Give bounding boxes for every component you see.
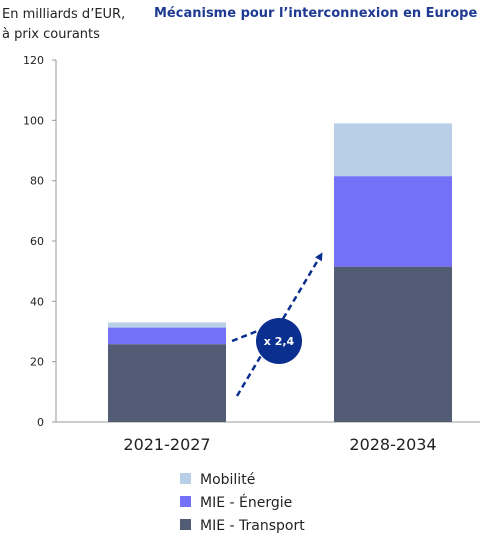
legend-label: Mobilité <box>200 472 255 488</box>
y-tick-label: 0 <box>37 416 44 429</box>
bar-segment-mie-transport-2021-2027 <box>108 344 226 422</box>
y-tick-label: 80 <box>30 175 44 188</box>
x-tick-label: 2028-2034 <box>349 435 436 454</box>
legend-label: MIE - Transport <box>200 518 305 534</box>
bar-segment-mie-nergie-2028-2034 <box>334 176 452 267</box>
y-tick-label: 20 <box>30 356 44 369</box>
legend-swatch <box>180 519 191 530</box>
bar-segment-mie-transport-2028-2034 <box>334 266 452 422</box>
bar-segment-mobilit--2021-2027 <box>108 322 226 328</box>
y-tick-label: 60 <box>30 235 44 248</box>
bar-segment-mobilit--2028-2034 <box>334 123 452 177</box>
growth-arrow-connector <box>231 328 261 343</box>
x-tick-label: 2021-2027 <box>123 435 210 454</box>
unit-label-line2: à prix courants <box>2 27 100 42</box>
unit-label-line1: En milliards d’EUR, <box>2 7 126 22</box>
growth-badge-label: x 2,4 <box>264 335 295 348</box>
legend-label: MIE - Énergie <box>200 494 292 511</box>
bar-segment-mie-nergie-2021-2027 <box>108 327 226 345</box>
y-tick-label: 100 <box>23 114 44 127</box>
y-tick-label: 40 <box>30 295 44 308</box>
growth-badge <box>256 318 302 364</box>
legend-swatch <box>180 496 191 507</box>
chart-title: Mécanisme pour l’interconnexion en Europ… <box>154 6 478 21</box>
legend-swatch <box>180 473 191 484</box>
y-tick-label: 120 <box>23 54 44 67</box>
